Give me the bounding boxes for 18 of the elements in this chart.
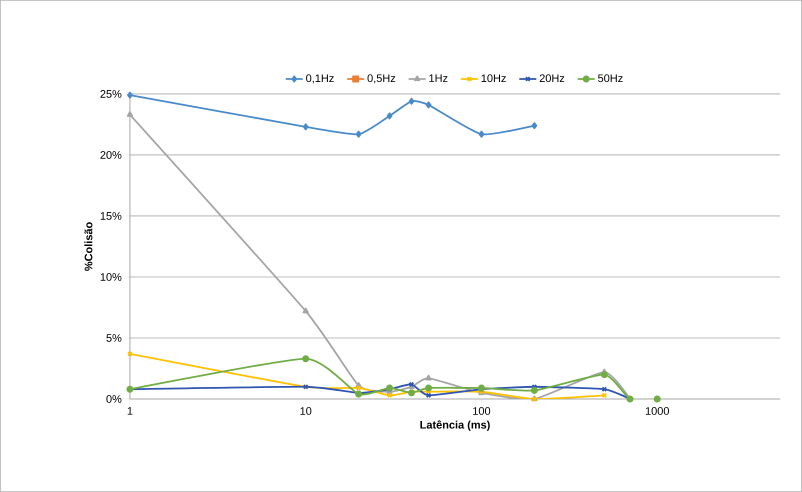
legend-label: 1Hz [429,74,448,82]
y-tick-label: 0% [106,395,122,403]
x-tick-label: 100 [473,407,490,415]
legend-label: 10Hz [482,74,506,82]
y-tick-label: 25% [100,90,122,98]
legend-label: 0,1Hz [306,74,334,84]
legend-label: 20Hz [540,74,564,82]
x-tick-label: 1 [128,407,132,415]
x-axis-title: Latência (ms) [420,420,490,431]
x-tick-label: 1000 [646,407,669,415]
y-tick-label: 15% [100,212,122,220]
y-tick-label: 5% [106,334,122,342]
y-tick-label: 20% [100,151,122,159]
legend-label: 50Hz [598,74,623,82]
y-axis-title: %Colisão [84,222,92,271]
x-tick-label: 10 [300,407,312,415]
y-tick-label: 10% [100,273,122,281]
legend-label: 0,5Hz [368,74,396,84]
